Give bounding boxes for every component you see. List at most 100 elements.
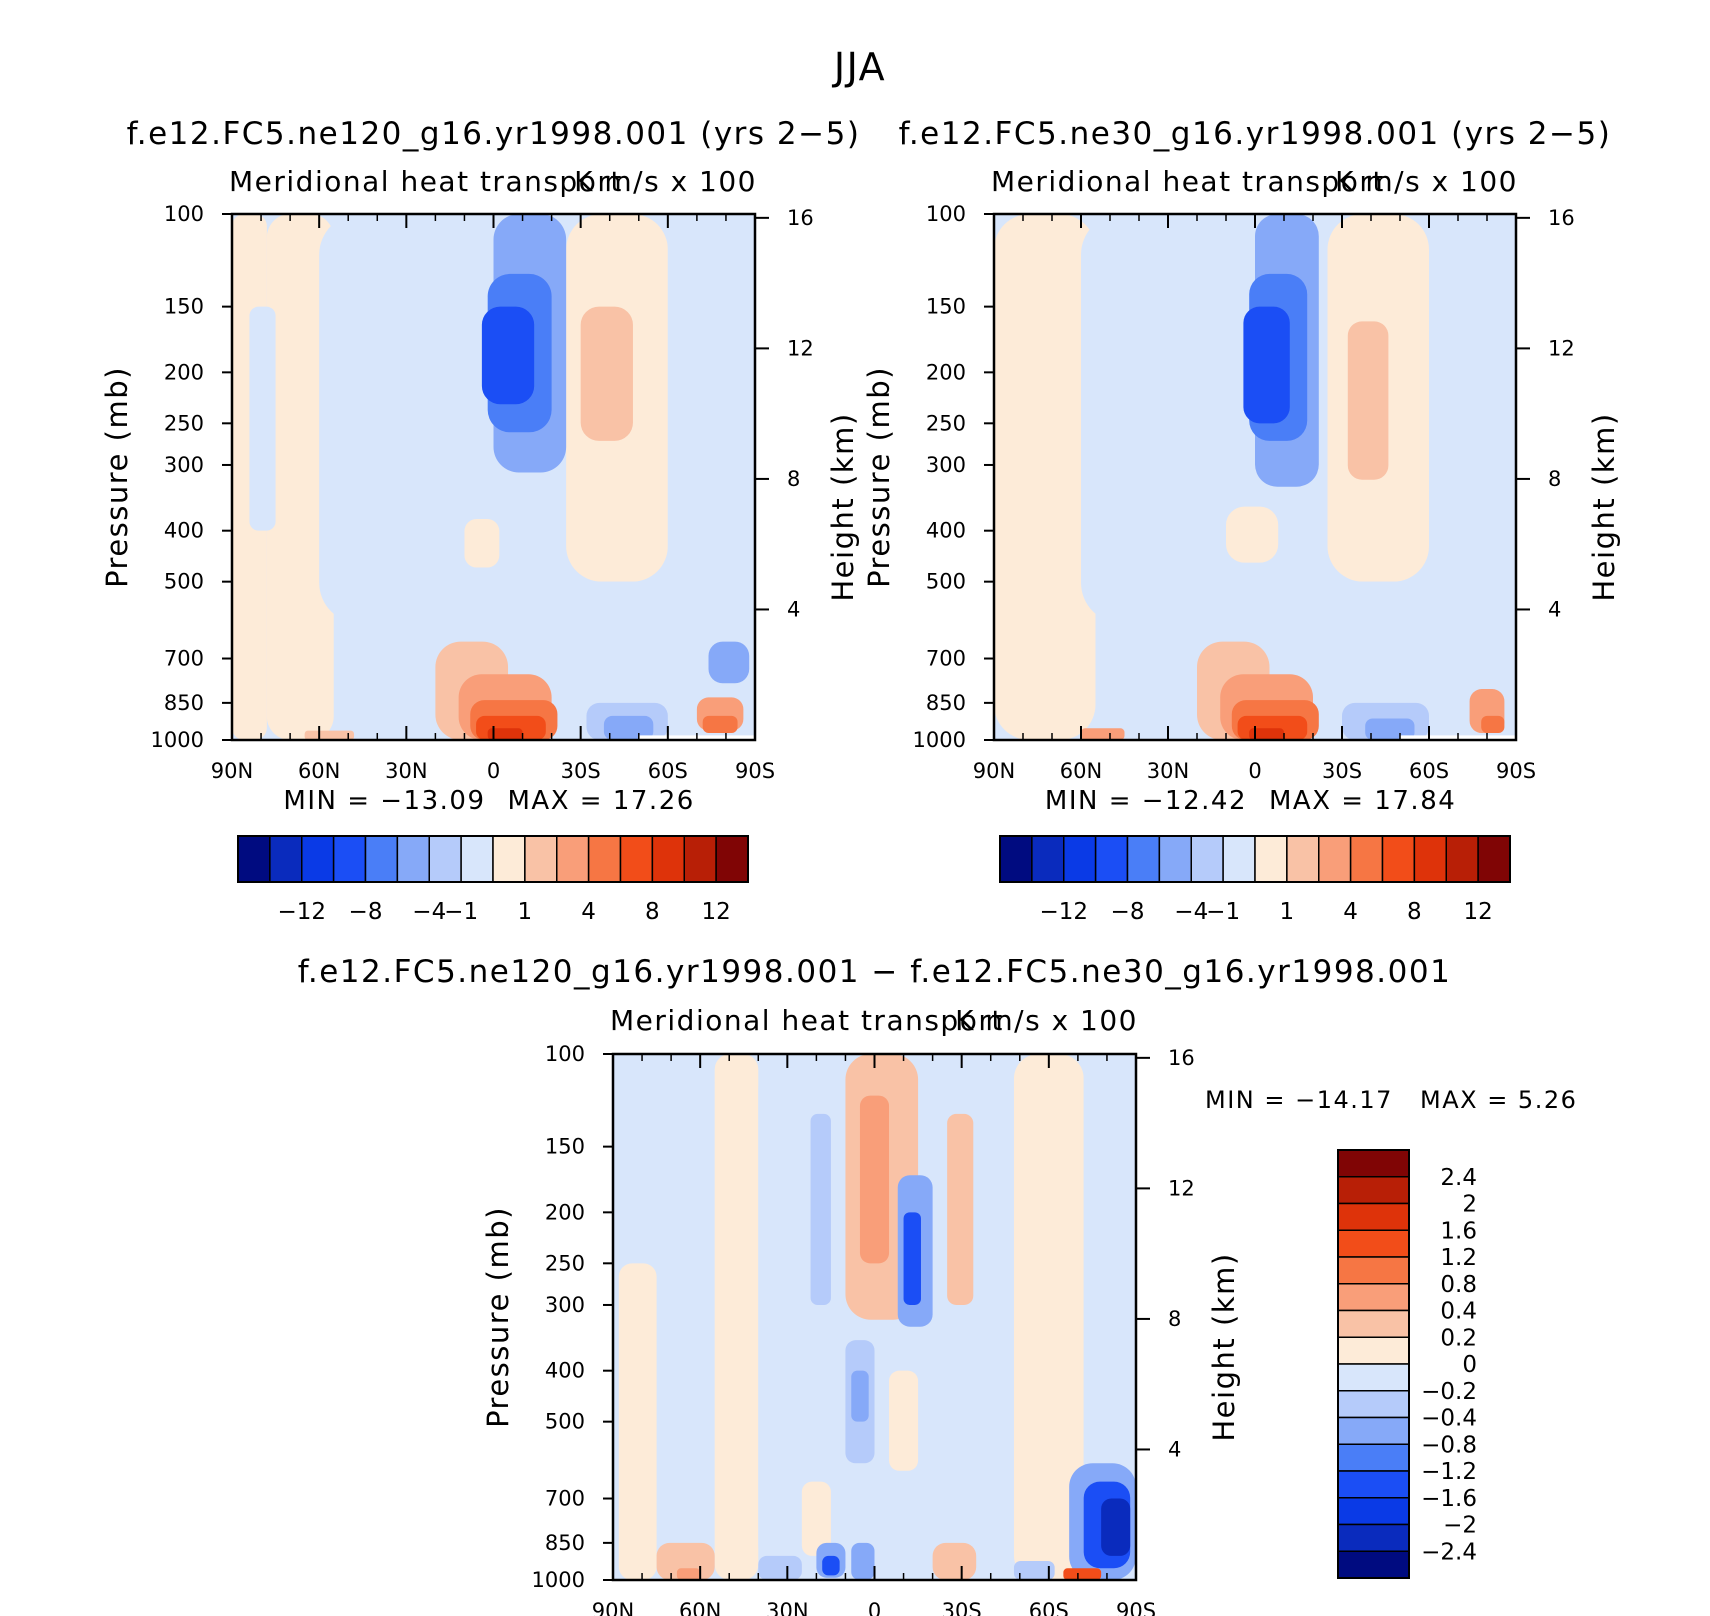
colorbar-swatch bbox=[1318, 835, 1352, 883]
colorbar-swatch bbox=[269, 835, 303, 883]
contour-region bbox=[618, 1263, 657, 1580]
colorbar-label: 1 bbox=[1280, 899, 1295, 925]
y-tick-label: 100 bbox=[545, 1042, 585, 1066]
contour-region bbox=[1013, 1560, 1055, 1580]
contour-region bbox=[1226, 506, 1279, 563]
colorbar-swatch bbox=[1337, 1497, 1410, 1526]
chart-panel-2: f.e12.FC5.ne30_g16.yr1998.001 (yrs 2−5) M… bbox=[862, 116, 1621, 925]
x-tick-label: 90N bbox=[211, 759, 253, 783]
y-right-tick-label: 12 bbox=[1548, 336, 1575, 360]
y-tick-label: 700 bbox=[545, 1487, 585, 1511]
contour-region bbox=[676, 1568, 701, 1580]
min-label: MIN = −14.17 bbox=[1205, 1086, 1393, 1114]
x-tick-label: 90S bbox=[735, 759, 775, 783]
colorbar-label: −4 bbox=[1174, 899, 1208, 925]
y-right-tick-label: 4 bbox=[787, 597, 800, 621]
colorbar-swatch bbox=[492, 835, 526, 883]
colorbar-swatch bbox=[619, 835, 654, 883]
contour-region bbox=[1429, 214, 1516, 631]
colorbar-swatch bbox=[332, 835, 367, 883]
colorbar-swatch bbox=[1190, 835, 1224, 883]
colorbar-label: −0.8 bbox=[1421, 1432, 1477, 1458]
colorbar-swatch bbox=[1337, 1149, 1410, 1178]
colorbar-swatch bbox=[1337, 1523, 1410, 1552]
subtitle-left: Meridional heat transport bbox=[610, 1004, 1004, 1037]
contour-region bbox=[1298, 581, 1473, 740]
colorbar-swatch bbox=[1413, 835, 1447, 883]
chart-panel-1: f.e12.FC5.ne120_g16.yr1998.001 (yrs 2−5)… bbox=[100, 116, 860, 925]
contour-region bbox=[1083, 1054, 1136, 1580]
y-right-tick-label: 8 bbox=[1168, 1307, 1181, 1331]
max-label: MAX = 5.26 bbox=[1420, 1086, 1577, 1114]
contour-region bbox=[1243, 306, 1290, 424]
contour-region bbox=[889, 1370, 919, 1471]
y-tick-label: 1000 bbox=[913, 728, 966, 752]
min-label: MIN = −13.09 bbox=[283, 786, 485, 816]
colorbar-label: −2.4 bbox=[1421, 1539, 1477, 1565]
x-tick-label: 90N bbox=[592, 1599, 634, 1616]
y-tick-label: 500 bbox=[545, 1410, 585, 1434]
colorbar-label: 2 bbox=[1462, 1192, 1477, 1218]
contour-region bbox=[810, 1113, 831, 1305]
contour-region bbox=[758, 1054, 860, 1580]
contour-region bbox=[266, 214, 334, 740]
contour-region bbox=[994, 214, 1096, 740]
contour-region bbox=[708, 641, 750, 684]
colorbar-label: −1 bbox=[444, 899, 478, 925]
contour-region bbox=[249, 306, 276, 531]
colorbar-frame bbox=[999, 835, 1511, 883]
colorbar-label: 4 bbox=[581, 899, 596, 925]
colorbar-label: 0.8 bbox=[1440, 1272, 1477, 1298]
contour-region bbox=[304, 730, 355, 740]
y-axis-title: Pressure (mb) bbox=[862, 366, 896, 588]
x-tick-label: 90S bbox=[1496, 759, 1536, 783]
contour-region bbox=[801, 1481, 831, 1556]
colorbar-label: −1.6 bbox=[1421, 1486, 1477, 1512]
max-label: MAX = 17.26 bbox=[508, 786, 695, 816]
x-tick-label: 90N bbox=[973, 759, 1015, 783]
colorbar-label: 1 bbox=[518, 899, 533, 925]
subtitle-right: K m/s x 100 bbox=[955, 1004, 1138, 1037]
x-tick-label: 60N bbox=[1060, 759, 1102, 783]
colorbar-label: 1.2 bbox=[1440, 1245, 1477, 1271]
colorbar-swatch bbox=[1337, 1176, 1410, 1205]
contour-region bbox=[932, 1542, 977, 1580]
subtitle-left: Meridional heat transport bbox=[229, 165, 623, 198]
y-right-tick-label: 16 bbox=[787, 206, 814, 230]
contour-region bbox=[1013, 1054, 1084, 1580]
colorbar-label: −1.2 bbox=[1421, 1459, 1477, 1485]
y-tick-label: 850 bbox=[926, 691, 966, 715]
colorbar-label: −12 bbox=[1039, 899, 1088, 925]
colorbar-label: 4 bbox=[1343, 899, 1358, 925]
colorbar-label: 0.4 bbox=[1440, 1299, 1477, 1325]
contour-region bbox=[1365, 718, 1415, 740]
contour-region bbox=[851, 1370, 869, 1422]
x-tick-label: 30S bbox=[1322, 759, 1362, 783]
y-tick-label: 500 bbox=[164, 570, 204, 594]
contour-region bbox=[537, 581, 712, 740]
y-tick-label: 100 bbox=[164, 202, 204, 226]
panel-title: f.e12.FC5.ne120_g16.yr1998.001 (yrs 2−5) bbox=[127, 116, 861, 152]
colorbar-label: −4 bbox=[412, 899, 446, 925]
contour-region bbox=[603, 715, 654, 740]
y-right-axis-title: Height (km) bbox=[826, 412, 860, 601]
contour-region bbox=[1101, 1498, 1131, 1556]
colorbar-swatch bbox=[1381, 835, 1416, 883]
colorbar-swatch bbox=[1337, 1202, 1410, 1231]
y-tick-label: 250 bbox=[164, 411, 204, 435]
contour-region bbox=[851, 1542, 875, 1580]
colorbar-swatch bbox=[1337, 1470, 1410, 1499]
colorbar-swatch bbox=[1158, 835, 1192, 883]
colorbar-swatch bbox=[524, 835, 558, 883]
contour-region bbox=[1081, 728, 1125, 740]
colorbar-label: −8 bbox=[1111, 899, 1145, 925]
colorbar-swatch bbox=[237, 835, 271, 883]
colorbar-label: 1.6 bbox=[1440, 1218, 1477, 1244]
x-tick-label: 30S bbox=[942, 1599, 982, 1616]
colorbar-swatch bbox=[1337, 1390, 1410, 1419]
colorbar-swatch bbox=[556, 835, 590, 883]
y-tick-label: 850 bbox=[545, 1531, 585, 1555]
x-tick-label: 30N bbox=[1147, 759, 1189, 783]
colorbar-swatch bbox=[683, 835, 717, 883]
